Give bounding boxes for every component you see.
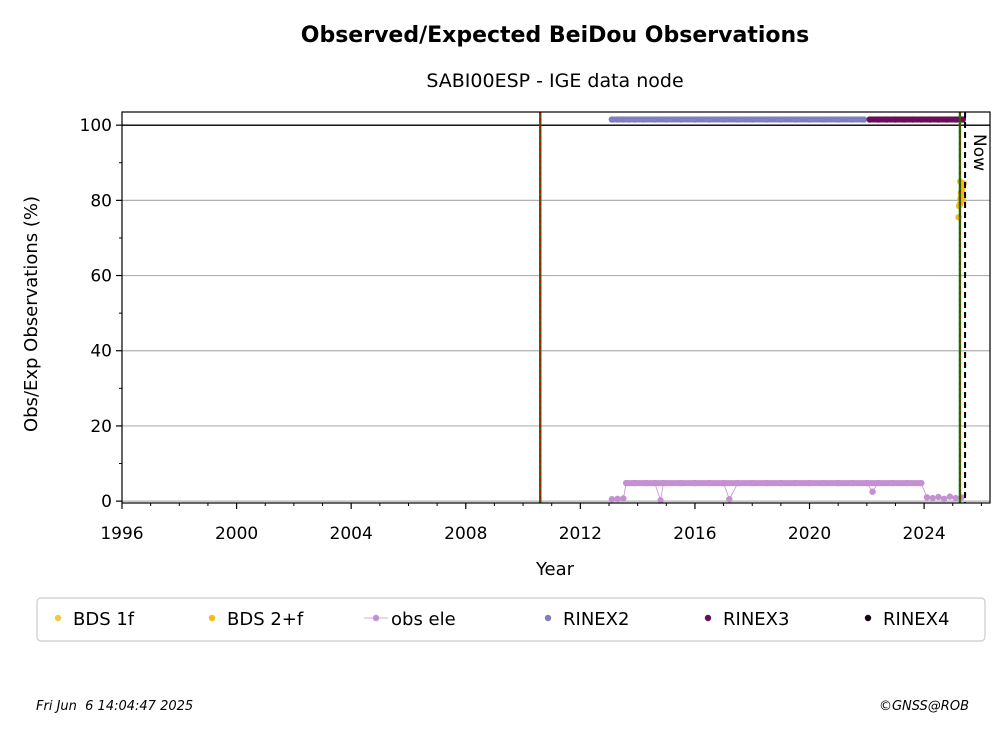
data-point	[608, 496, 616, 503]
legend-item-rinex2: RINEX2	[544, 609, 629, 630]
y-axis-ticks: 0 20 40 60 80 100	[80, 116, 122, 512]
legend-item-obs-ele: obs ele	[364, 609, 456, 630]
data-point	[614, 495, 621, 503]
legend-marker	[54, 614, 62, 622]
chart-title: Observed/Expected BeiDou Observations	[301, 23, 810, 48]
now-label: Now	[969, 134, 989, 171]
x-tick-label: 2008	[444, 524, 487, 544]
x-tick-label: 1996	[100, 524, 143, 544]
series-layer	[608, 116, 967, 504]
legend-marker	[208, 614, 216, 622]
legend-box	[36, 597, 986, 642]
y-tick-label: 40	[90, 342, 112, 362]
series-obs-ele	[608, 479, 965, 504]
x-tick-label: 2012	[559, 524, 602, 544]
data-point	[620, 495, 627, 502]
legend: BDS 1f BDS 2+f obs ele RINEX2 RINEX3 RINEX4	[36, 597, 986, 642]
y-tick-label: 80	[90, 191, 112, 211]
y-tick-label: 0	[101, 492, 112, 512]
legend-item-rinex3: RINEX3	[704, 609, 789, 630]
x-axis-label: Year	[535, 559, 575, 580]
legend-marker	[864, 614, 872, 622]
x-tick-label: 2000	[215, 524, 258, 544]
x-tick-label: 2004	[330, 524, 373, 544]
data-point	[935, 493, 942, 501]
series-rinex2	[608, 116, 868, 123]
legend-label: BDS 2+f	[227, 609, 304, 630]
legend-label: RINEX2	[563, 609, 629, 630]
legend-item-bds-1f: BDS 1f	[54, 609, 135, 630]
y-tick-label: 60	[90, 267, 112, 287]
x-tick-label: 2020	[788, 524, 831, 544]
x-axis-ticks: 1996 2000 2004 2008 2012 2016 2020 2024	[100, 503, 982, 544]
footer-timestamp: Fri Jun 6 14:04:47 2025	[36, 699, 193, 714]
data-point	[726, 496, 733, 503]
legend-label: obs ele	[391, 609, 456, 630]
data-point	[959, 197, 967, 204]
legend-label: BDS 1f	[73, 609, 135, 630]
chart-subtitle: SABI00ESP - IGE data node	[426, 70, 683, 92]
data-point	[923, 494, 931, 501]
legend-marker	[704, 614, 712, 622]
plot-area: 1996 2000 2004 2008 2012 2016 2020 2024 0 20 40 60…	[80, 111, 991, 544]
legend-marker	[372, 614, 380, 622]
legend-label: RINEX3	[723, 609, 789, 630]
data-point	[952, 494, 959, 502]
data-point	[946, 493, 954, 500]
data-point	[929, 494, 936, 502]
legend-label: RINEX4	[883, 609, 949, 630]
y-tick-label: 20	[90, 417, 112, 437]
vertical-lines	[539, 112, 967, 503]
x-tick-label: 2024	[902, 524, 945, 544]
legend-item-rinex4: RINEX4	[864, 609, 949, 630]
plot-frame	[121, 111, 991, 504]
data-point	[869, 488, 876, 495]
y-axis-label: Obs/Exp Observations (%)	[21, 196, 42, 432]
grid-lines	[122, 124, 990, 502]
legend-item-bds-2-f: BDS 2+f	[208, 609, 304, 630]
data-point	[940, 495, 948, 503]
data-point	[657, 497, 664, 504]
x-tick-label: 2016	[673, 524, 716, 544]
y-tick-label: 100	[80, 116, 112, 136]
footer-credit: ©GNSS@ROB	[879, 699, 969, 714]
legend-marker	[544, 614, 552, 622]
series-rinex3	[866, 116, 966, 123]
